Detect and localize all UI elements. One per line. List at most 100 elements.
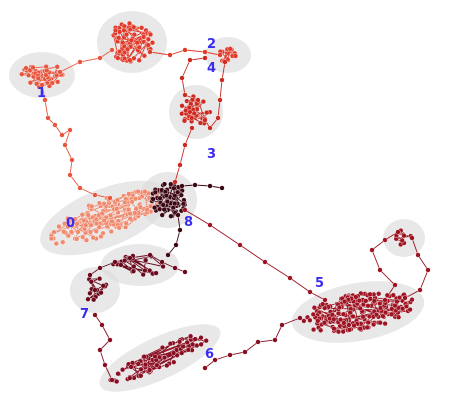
cluster-5-point xyxy=(357,326,363,332)
cluster-5-point xyxy=(310,311,316,318)
cluster-1-point xyxy=(30,64,36,71)
cluster-0-point xyxy=(139,193,145,200)
cluster-0-point xyxy=(87,229,94,235)
cluster-7-point xyxy=(182,269,188,275)
cluster-5-point xyxy=(331,316,337,322)
cluster-8-point xyxy=(173,242,179,248)
cluster-6-point xyxy=(159,345,166,351)
cluster-1-point xyxy=(67,127,73,133)
cluster-5-point xyxy=(396,314,402,320)
cluster-8-point xyxy=(175,189,181,195)
cluster-1-point xyxy=(92,192,98,198)
cluster-labels: 0 1 2 3 4 5 6 7 8 xyxy=(37,37,324,362)
cluster-1-point xyxy=(77,59,83,65)
cluster-6-point xyxy=(255,339,261,345)
cluster-2-point xyxy=(202,49,208,55)
cluster-1-point xyxy=(57,69,63,75)
cluster-5-point xyxy=(350,313,356,320)
cluster-2-point xyxy=(136,57,142,63)
cluster-1-point xyxy=(35,75,41,82)
cluster-5-point xyxy=(340,329,346,335)
cluster-7-point xyxy=(130,268,137,274)
cluster-5-point xyxy=(382,237,388,243)
cluster-5-point xyxy=(402,295,408,301)
cluster-0-point xyxy=(56,223,62,230)
cluster-5-point xyxy=(336,304,343,311)
cluster-5-point xyxy=(329,312,335,318)
cluster-1-point xyxy=(107,195,113,201)
cluster-3-point xyxy=(186,104,192,111)
cluster-0-point xyxy=(93,220,100,227)
cluster-0-point xyxy=(61,229,67,235)
cluster-2-point xyxy=(141,34,147,40)
cluster-6-point xyxy=(135,361,141,367)
cluster-6-point xyxy=(192,336,198,342)
cluster-5-point xyxy=(341,320,347,326)
cluster-2-point xyxy=(116,35,122,41)
cluster-8-point xyxy=(172,200,178,207)
transition-path xyxy=(174,127,193,183)
transition-path xyxy=(181,184,223,189)
cluster-2-point xyxy=(182,47,188,53)
cluster-3-point xyxy=(181,118,188,124)
cluster-3-point xyxy=(187,57,193,63)
cluster-7-point xyxy=(87,272,93,278)
cluster-5-point xyxy=(377,305,384,311)
cluster-1-point xyxy=(69,157,75,163)
cluster-7-point xyxy=(159,259,165,265)
cluster-5-point xyxy=(353,294,359,300)
cluster-halos xyxy=(9,11,425,392)
cluster-7-point xyxy=(153,270,159,276)
cluster-6-point xyxy=(203,338,209,344)
cluster-5-point xyxy=(395,229,401,235)
cluster-0-point xyxy=(137,204,144,210)
cluster-5-point xyxy=(377,267,383,273)
cluster-6-point xyxy=(161,355,168,361)
cluster-6-point xyxy=(154,362,160,368)
cluster-label-7: 7 xyxy=(80,307,89,322)
cluster-5-point xyxy=(363,298,369,304)
cluster-7-point xyxy=(85,296,91,302)
cluster-0-point xyxy=(132,210,138,216)
cluster-2-point xyxy=(123,31,130,38)
cluster-6-point xyxy=(142,362,149,368)
transition-path xyxy=(167,214,181,256)
cluster-7-point xyxy=(112,259,118,265)
cluster-7-point xyxy=(96,276,103,282)
cluster-5-point xyxy=(311,327,317,333)
cluster-5-point xyxy=(371,298,377,304)
cluster-2-point xyxy=(124,46,131,52)
cluster-8-point xyxy=(157,206,163,212)
cluster-5-point xyxy=(346,322,352,328)
cluster-3-point xyxy=(182,142,188,148)
cluster-0-point xyxy=(65,224,71,230)
cluster-7-point xyxy=(87,290,93,296)
cluster-8-point xyxy=(179,183,185,189)
cluster-label-3: 3 xyxy=(207,147,216,162)
cluster-label-5: 5 xyxy=(315,276,324,291)
cluster-0-point xyxy=(116,225,122,231)
cluster-2-point xyxy=(134,40,140,46)
cluster-2-point xyxy=(121,49,128,56)
cluster-6-point xyxy=(109,377,115,383)
cluster-6-point xyxy=(141,354,147,360)
cluster-2-point xyxy=(121,55,128,62)
cluster-0-point xyxy=(108,228,114,235)
cluster-8-point xyxy=(164,199,171,205)
cluster-3-point xyxy=(207,125,213,131)
cluster-7-point xyxy=(88,279,94,285)
cluster-6-point xyxy=(138,373,144,379)
cluster-2-point xyxy=(131,55,137,61)
cluster-7-point xyxy=(143,257,149,263)
cluster-6-point xyxy=(212,357,218,363)
cluster-5-point xyxy=(373,312,380,318)
cluster-label-1: 1 xyxy=(37,86,46,101)
cluster-0-point xyxy=(101,217,107,224)
cluster-0-point xyxy=(79,212,85,218)
cluster-3-point xyxy=(189,97,196,103)
cluster-8-point xyxy=(168,181,174,187)
cluster-8-point xyxy=(161,206,167,213)
cluster-6-point xyxy=(180,343,186,350)
cluster-2-point xyxy=(139,25,145,31)
cluster-7-point xyxy=(91,297,97,303)
